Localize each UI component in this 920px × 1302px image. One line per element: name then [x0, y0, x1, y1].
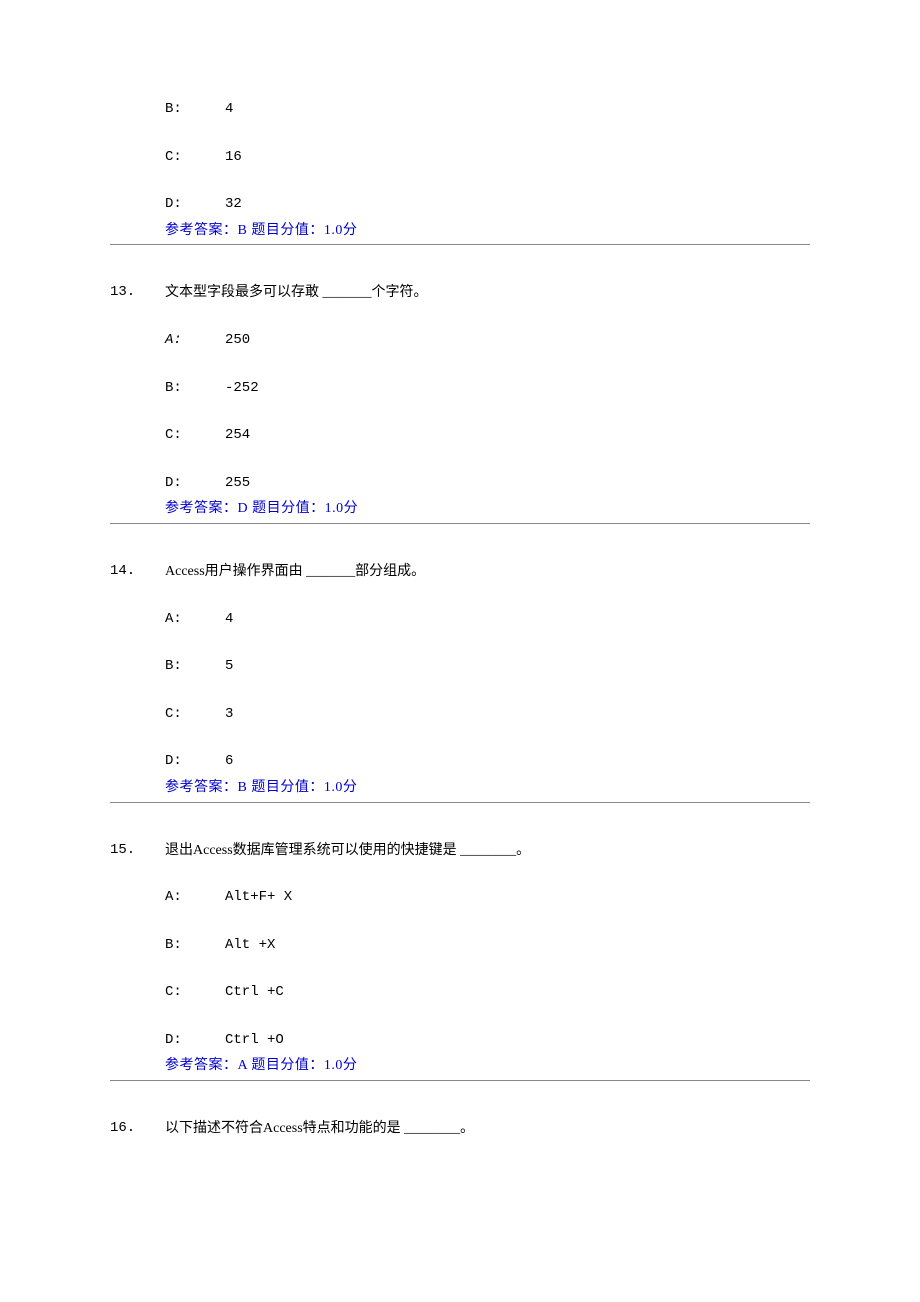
option-label: B: [165, 100, 225, 120]
question-block: 16. 以下描述不符合Access特点和功能的是 ________。 [110, 1119, 810, 1139]
separator-line [110, 802, 810, 803]
option-row: A: 250 [165, 331, 810, 351]
question-block: 15. 退出Access数据库管理系统可以使用的快捷键是 ________。 A… [110, 841, 810, 1082]
question-line: 15. 退出Access数据库管理系统可以使用的快捷键是 ________。 [110, 841, 810, 861]
option-value: 4 [225, 100, 233, 120]
option-label: A: [165, 610, 225, 630]
option-value: 6 [225, 752, 233, 772]
option-value: Alt+F+ X [225, 888, 292, 908]
question-number: 16. [110, 1119, 165, 1139]
option-label: B: [165, 379, 225, 399]
question-line: 13. 文本型字段最多可以存敢 _______个字符。 [110, 283, 810, 303]
option-value: 3 [225, 705, 233, 725]
option-row: C: 254 [165, 426, 810, 446]
option-value: Ctrl +C [225, 983, 284, 1003]
question-block: B: 4 C: 16 D: 32 参考答案：B 题目分值：1.0分 [110, 100, 810, 245]
option-value: 5 [225, 657, 233, 677]
option-value: Ctrl +O [225, 1031, 284, 1051]
question-number: 15. [110, 841, 165, 861]
question-block: 13. 文本型字段最多可以存敢 _______个字符。 A: 250 B: -2… [110, 283, 810, 524]
option-row: C: 16 [165, 148, 810, 168]
option-label: D: [165, 1031, 225, 1051]
option-value: 4 [225, 610, 233, 630]
option-value: 255 [225, 474, 250, 494]
option-row: A: 4 [165, 610, 810, 630]
separator-line [110, 244, 810, 245]
option-value: 16 [225, 148, 242, 168]
option-row: A: Alt+F+ X [165, 888, 810, 908]
option-row: B: 4 [165, 100, 810, 120]
answer-line: 参考答案：B 题目分值：1.0分 [165, 778, 810, 800]
option-label: C: [165, 983, 225, 1003]
option-row: D: 6 [165, 752, 810, 772]
question-number: 14. [110, 562, 165, 582]
option-row: D: 32 [165, 195, 810, 215]
option-label: C: [165, 705, 225, 725]
option-label: A: [165, 888, 225, 908]
question-line: 14. Access用户操作界面由 _______部分组成。 [110, 562, 810, 582]
option-label: B: [165, 936, 225, 956]
option-value: 254 [225, 426, 250, 446]
option-label: C: [165, 426, 225, 446]
option-value: Alt +X [225, 936, 275, 956]
question-text: Access用户操作界面由 _______部分组成。 [165, 562, 810, 582]
option-label: B: [165, 657, 225, 677]
option-row: D: 255 [165, 474, 810, 494]
option-label: D: [165, 195, 225, 215]
option-row: D: Ctrl +O [165, 1031, 810, 1051]
question-text: 退出Access数据库管理系统可以使用的快捷键是 ________。 [165, 841, 810, 861]
option-value: 32 [225, 195, 242, 215]
option-label: C: [165, 148, 225, 168]
separator-line [110, 523, 810, 524]
question-text: 文本型字段最多可以存敢 _______个字符。 [165, 283, 810, 303]
separator-line [110, 1080, 810, 1081]
option-row: B: -252 [165, 379, 810, 399]
option-row: C: 3 [165, 705, 810, 725]
option-row: B: Alt +X [165, 936, 810, 956]
option-row: B: 5 [165, 657, 810, 677]
question-block: 14. Access用户操作界面由 _______部分组成。 A: 4 B: 5… [110, 562, 810, 803]
answer-line: 参考答案：B 题目分值：1.0分 [165, 221, 810, 243]
option-value: -252 [225, 379, 259, 399]
question-line: 16. 以下描述不符合Access特点和功能的是 ________。 [110, 1119, 810, 1139]
option-value: 250 [225, 331, 250, 351]
question-number: 13. [110, 283, 165, 303]
question-text: 以下描述不符合Access特点和功能的是 ________。 [165, 1119, 810, 1139]
answer-line: 参考答案：A 题目分值：1.0分 [165, 1056, 810, 1078]
option-label: A: [165, 331, 225, 351]
option-label: D: [165, 752, 225, 772]
answer-line: 参考答案：D 题目分值：1.0分 [165, 499, 810, 521]
option-label: D: [165, 474, 225, 494]
option-row: C: Ctrl +C [165, 983, 810, 1003]
